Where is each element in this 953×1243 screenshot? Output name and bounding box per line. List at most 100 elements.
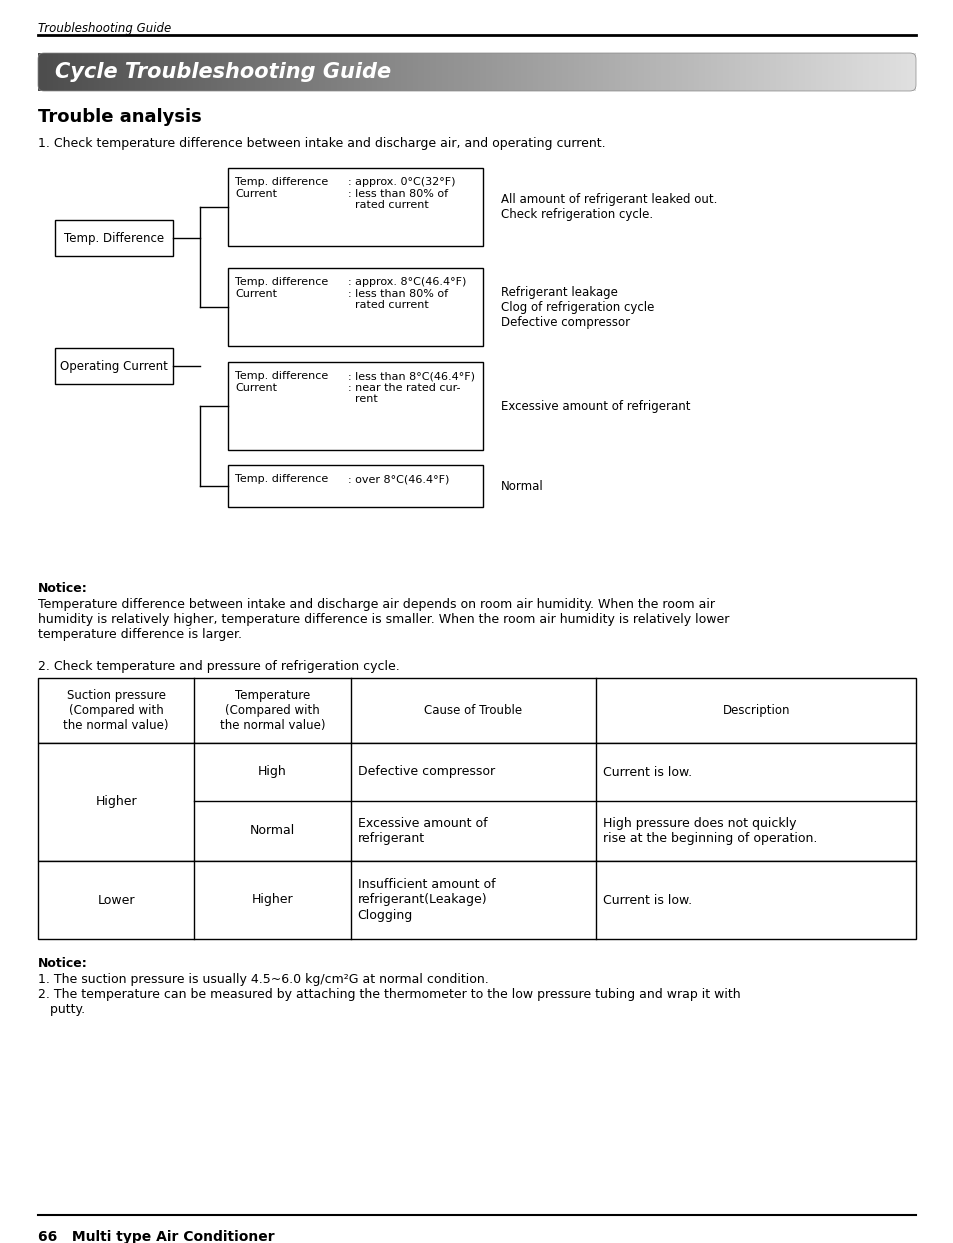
Bar xyxy=(298,53,301,91)
Bar xyxy=(409,53,413,91)
Bar xyxy=(55,348,172,384)
Bar xyxy=(99,53,103,91)
Text: : approx. 0°C(32°F)
: less than 80% of
  rated current: : approx. 0°C(32°F) : less than 80% of r… xyxy=(348,177,455,210)
Bar xyxy=(252,53,254,91)
Bar xyxy=(745,53,749,91)
Bar xyxy=(567,53,571,91)
Bar xyxy=(491,53,495,91)
Bar xyxy=(368,53,372,91)
Bar xyxy=(666,53,670,91)
Bar xyxy=(868,53,872,91)
Bar xyxy=(146,53,150,91)
Bar xyxy=(143,53,147,91)
Bar xyxy=(301,53,305,91)
Text: Defective compressor: Defective compressor xyxy=(357,766,495,778)
Bar xyxy=(383,53,386,91)
Bar xyxy=(181,53,185,91)
Bar xyxy=(658,53,661,91)
Text: Normal: Normal xyxy=(250,824,294,838)
Bar xyxy=(547,53,550,91)
Bar xyxy=(430,53,434,91)
Bar xyxy=(450,53,454,91)
Bar xyxy=(731,53,734,91)
Bar xyxy=(819,53,822,91)
Bar xyxy=(663,53,667,91)
Bar xyxy=(190,53,193,91)
Bar xyxy=(720,53,722,91)
Text: 1. Check temperature difference between intake and discharge air, and operating : 1. Check temperature difference between … xyxy=(38,137,605,150)
Text: Troubleshooting Guide: Troubleshooting Guide xyxy=(38,22,172,35)
Bar xyxy=(895,53,898,91)
Bar xyxy=(38,53,41,91)
Bar xyxy=(775,53,779,91)
Bar xyxy=(233,53,237,91)
Text: Description: Description xyxy=(721,704,789,717)
Bar xyxy=(195,53,199,91)
Bar xyxy=(517,53,521,91)
Bar xyxy=(318,53,322,91)
Bar xyxy=(535,53,538,91)
Bar xyxy=(228,465,482,507)
Bar xyxy=(903,53,906,91)
Bar xyxy=(354,53,357,91)
Bar xyxy=(140,53,144,91)
Bar xyxy=(372,53,375,91)
Bar xyxy=(351,53,355,91)
Bar xyxy=(725,53,728,91)
Bar xyxy=(164,53,167,91)
Bar xyxy=(52,53,56,91)
Bar xyxy=(839,53,842,91)
Bar xyxy=(380,53,383,91)
Bar xyxy=(816,53,819,91)
Bar xyxy=(68,53,71,91)
Text: Operating Current: Operating Current xyxy=(60,359,168,373)
Bar xyxy=(403,53,407,91)
Bar xyxy=(573,53,577,91)
Bar xyxy=(272,53,275,91)
Bar xyxy=(619,53,623,91)
Bar xyxy=(660,53,664,91)
Bar xyxy=(734,53,738,91)
Bar xyxy=(462,53,465,91)
Bar xyxy=(882,53,886,91)
Bar xyxy=(848,53,851,91)
Bar xyxy=(553,53,556,91)
Bar xyxy=(740,53,743,91)
Bar xyxy=(617,53,620,91)
Text: Temp. difference
Current: Temp. difference Current xyxy=(234,370,328,393)
Bar xyxy=(622,53,626,91)
Bar xyxy=(123,53,126,91)
Bar xyxy=(758,53,760,91)
Bar xyxy=(345,53,349,91)
Bar xyxy=(129,53,132,91)
Text: Insufficient amount of
refrigerant(Leakage)
Clogging: Insufficient amount of refrigerant(Leaka… xyxy=(357,879,495,921)
Bar xyxy=(556,53,558,91)
Bar xyxy=(38,677,915,743)
Bar xyxy=(763,53,766,91)
Text: High: High xyxy=(257,766,287,778)
Bar xyxy=(436,53,439,91)
Bar xyxy=(427,53,430,91)
Bar xyxy=(269,53,273,91)
Bar xyxy=(395,53,398,91)
Bar xyxy=(889,53,892,91)
Bar xyxy=(643,53,646,91)
Text: : over 8°C(46.4°F): : over 8°C(46.4°F) xyxy=(348,474,449,484)
Bar xyxy=(862,53,866,91)
Bar xyxy=(801,53,804,91)
Bar xyxy=(465,53,468,91)
Bar xyxy=(687,53,690,91)
Bar xyxy=(331,53,334,91)
Bar xyxy=(497,53,500,91)
Bar xyxy=(783,53,787,91)
Bar xyxy=(748,53,752,91)
Bar xyxy=(315,53,319,91)
Bar xyxy=(871,53,875,91)
Bar xyxy=(471,53,474,91)
Bar xyxy=(804,53,807,91)
Bar xyxy=(228,268,482,346)
Bar xyxy=(646,53,650,91)
Bar xyxy=(216,53,220,91)
Bar xyxy=(359,53,363,91)
Bar xyxy=(336,53,339,91)
